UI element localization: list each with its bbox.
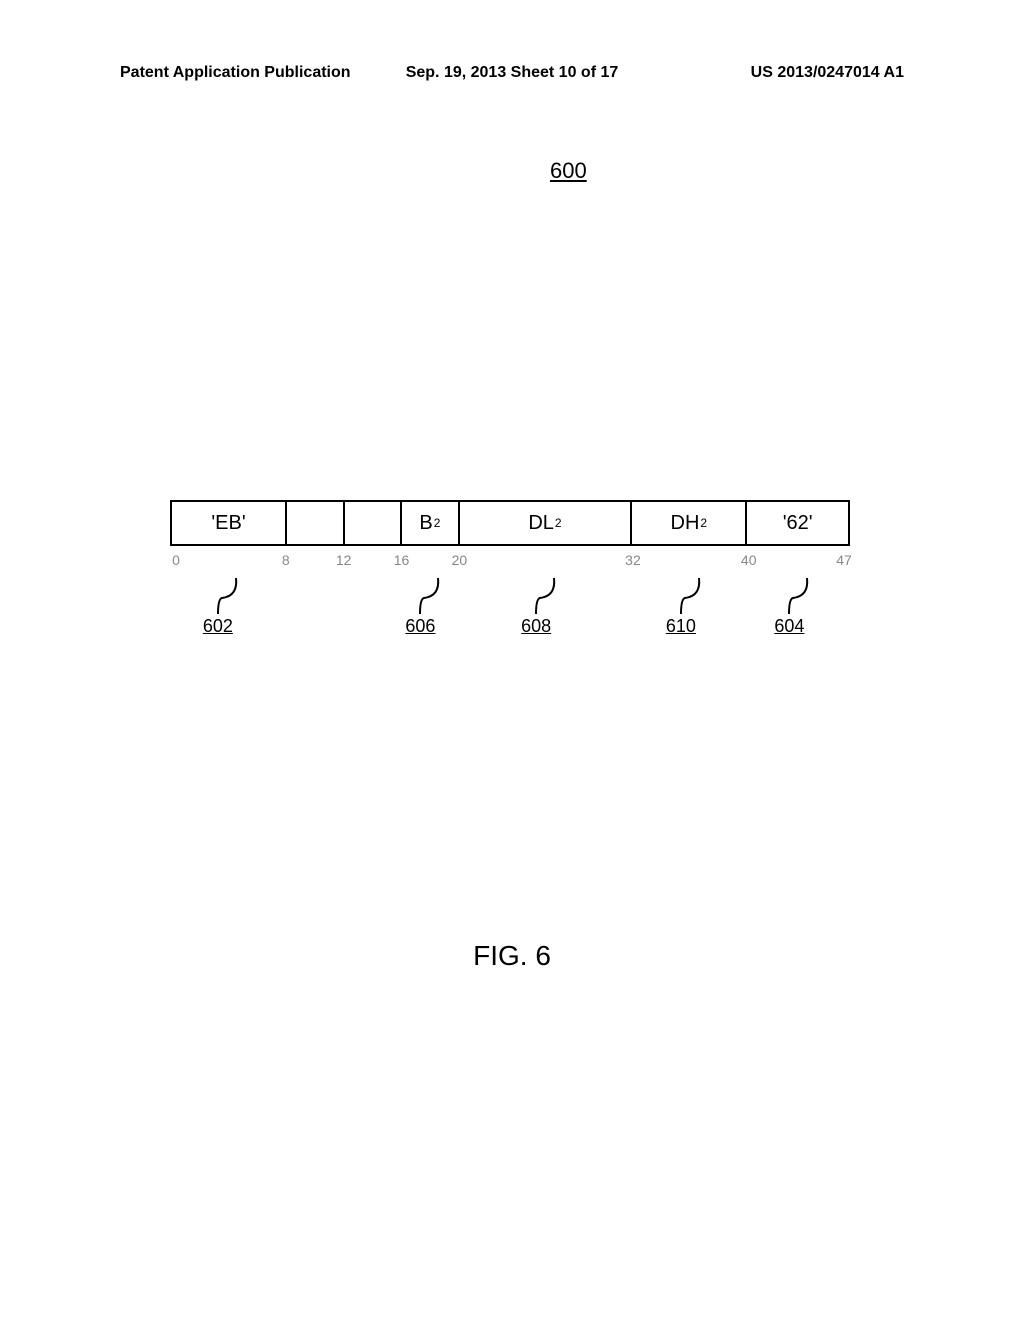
bit-label-8: 8 xyxy=(282,552,290,568)
header-date-sheet: Sep. 19, 2013 Sheet 10 of 17 xyxy=(381,64,642,82)
bit-label-16: 16 xyxy=(394,552,410,568)
bit-label-20: 20 xyxy=(452,552,468,568)
header-patent-number: US 2013/0247014 A1 xyxy=(643,64,904,82)
figure-caption: FIG. 6 xyxy=(0,940,1024,972)
pointer-curve-icon xyxy=(526,576,566,616)
field-cell-0: 'EB' xyxy=(172,502,287,544)
field-cell-1 xyxy=(287,502,345,544)
field-row: 'EB' B2DL2DH2'62' xyxy=(170,500,850,546)
reference-label-608: 608 xyxy=(521,616,551,637)
reference-label-610: 610 xyxy=(666,616,696,637)
bit-label-32: 32 xyxy=(625,552,641,568)
pointer-curve-icon xyxy=(410,576,450,616)
reference-label-606: 606 xyxy=(405,616,435,637)
reference-label-602: 602 xyxy=(203,616,233,637)
field-cell-3: B2 xyxy=(402,502,460,544)
bit-label-12: 12 xyxy=(336,552,352,568)
pointer-curve-icon xyxy=(779,576,819,616)
reference-label-604: 604 xyxy=(774,616,804,637)
field-cell-4: DL2 xyxy=(460,502,633,544)
field-cell-2 xyxy=(345,502,403,544)
bit-field-diagram: 'EB'B2DL2DH2'62' 08121620324047 60260660… xyxy=(170,500,850,646)
header-publication-type: Patent Application Publication xyxy=(120,64,381,82)
bit-label-0: 0 xyxy=(172,552,180,568)
pointer-curve-icon xyxy=(671,576,711,616)
page-header: Patent Application Publication Sep. 19, … xyxy=(0,64,1024,82)
bit-label-47: 47 xyxy=(836,552,852,568)
figure-reference-number: 600 xyxy=(550,158,587,184)
bit-label-40: 40 xyxy=(741,552,757,568)
field-cell-6: '62' xyxy=(747,502,848,544)
reference-number-labels: 602 606 608 610 604 xyxy=(170,576,850,646)
field-cell-5: DH2 xyxy=(632,502,747,544)
bit-position-labels: 0 8 12 16 20 32 40 47 xyxy=(170,552,850,576)
pointer-curve-icon xyxy=(208,576,248,616)
